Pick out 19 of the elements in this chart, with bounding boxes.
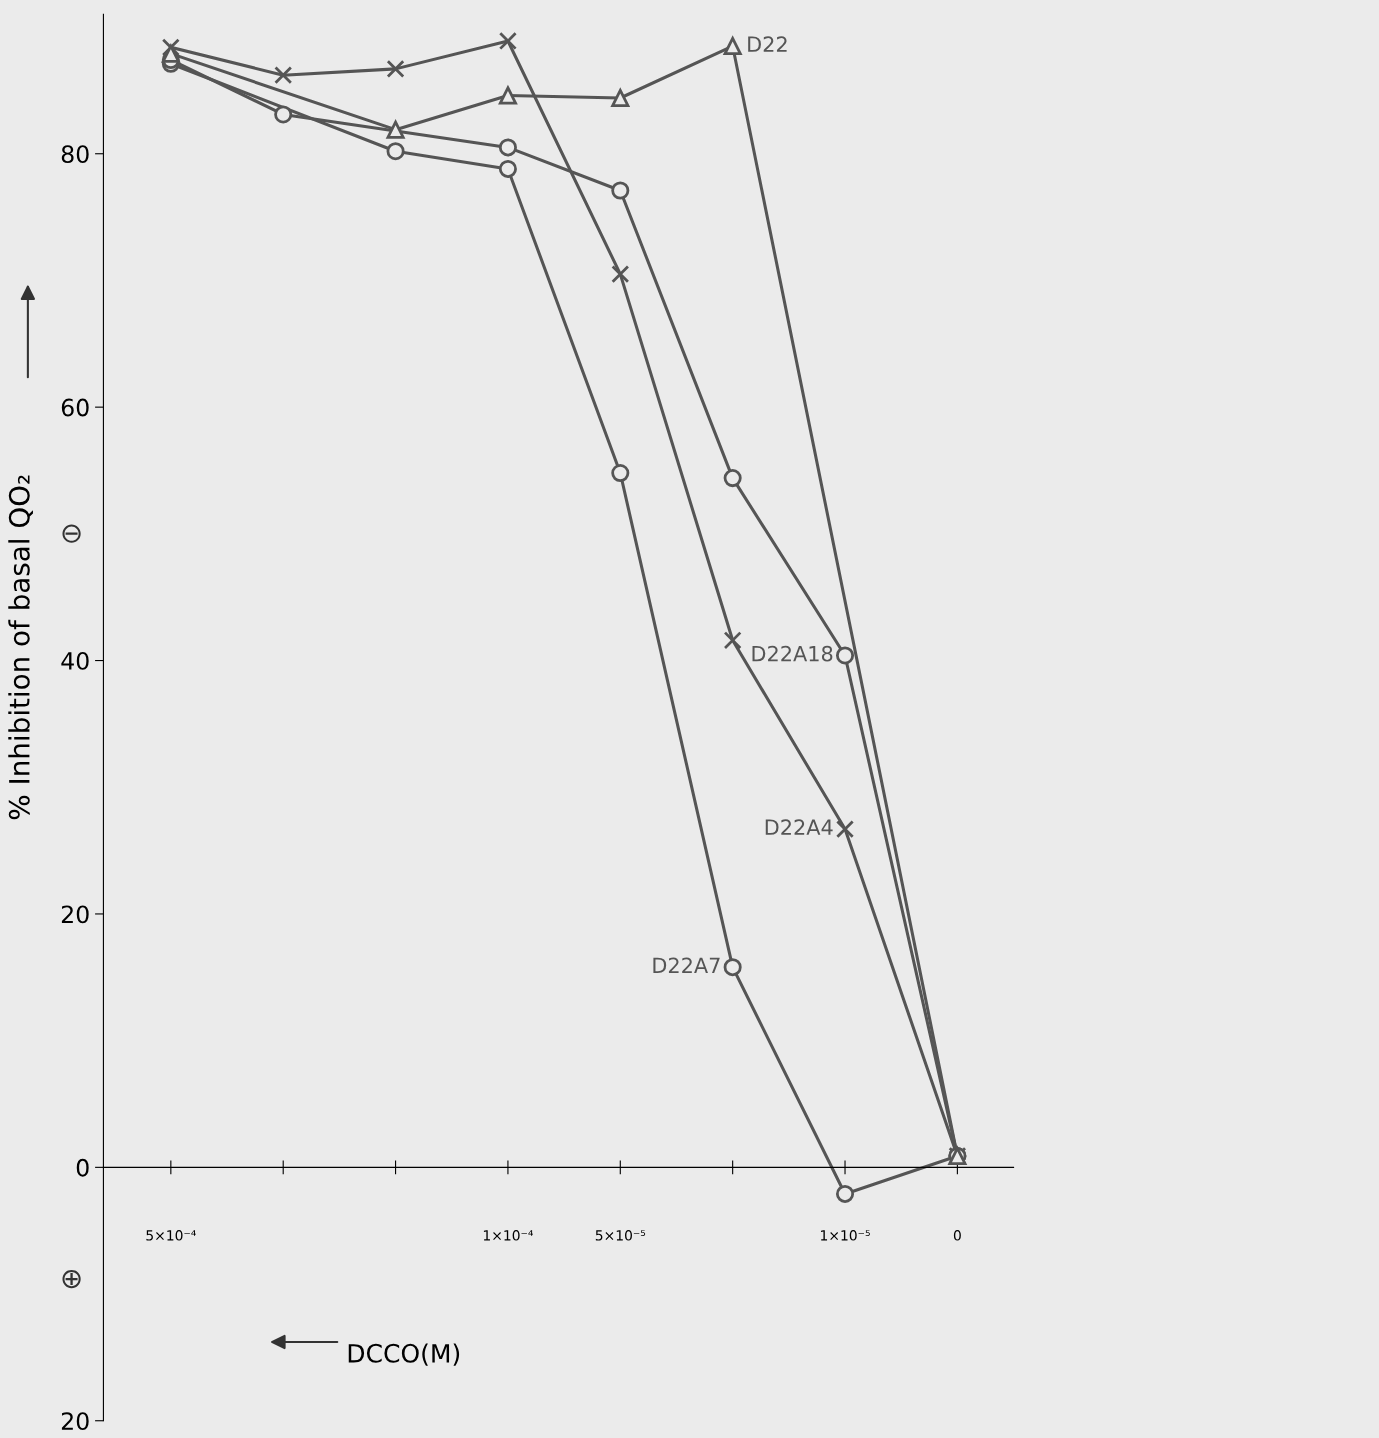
series-label: D22A7 [653, 957, 720, 973]
series-label: D22 [748, 36, 787, 52]
y-tick-label: 80 [61, 145, 89, 164]
text: ⊕ [62, 1269, 81, 1289]
y-tick-label: 40 [61, 651, 89, 670]
x-axis-title: DCCO(M) [348, 1343, 460, 1366]
series-label: D22A4 [765, 819, 833, 835]
y-axis-title: % Inhibition of basal QO₂ [8, 475, 33, 820]
x-tick-label: 1×10⁻⁴ [483, 1230, 534, 1241]
x-tick-label: 5×10⁻⁵ [595, 1230, 646, 1241]
series-label: D22A18 [752, 645, 833, 662]
x-tick-label: 5×10⁻⁴ [146, 1230, 196, 1241]
y-tick-label: 60 [61, 398, 89, 417]
y-tick-label: 20 [61, 1412, 89, 1431]
x-tick-label: 0 [953, 1230, 961, 1241]
text: ⊖ [62, 524, 81, 543]
x-tick-label: 1×10⁻⁵ [821, 1230, 870, 1241]
y-tick-label: 0 [76, 1158, 89, 1177]
y-tick-label: 20 [61, 905, 89, 924]
